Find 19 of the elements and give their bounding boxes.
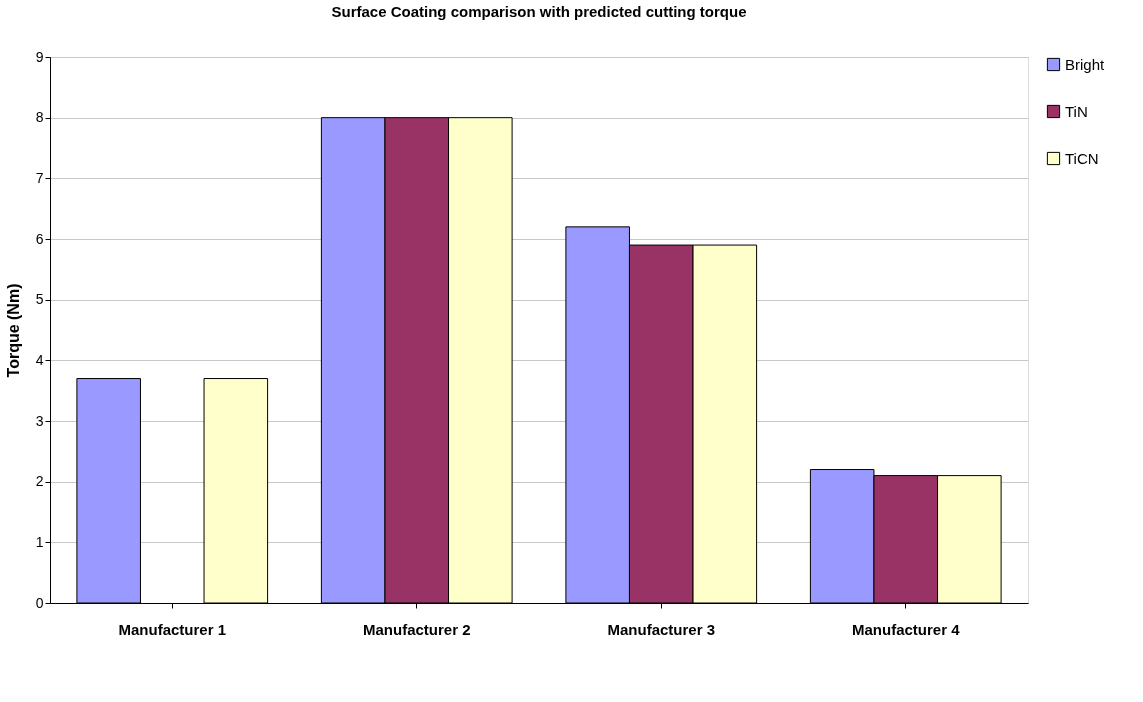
x-tick-label: Manufacturer 4 [851, 620, 961, 638]
y-tick-label: 6 [35, 230, 44, 247]
y-tick-label: 2 [35, 473, 44, 490]
legend-label: TiCN [1065, 149, 1099, 167]
y-tick-label: 3 [35, 412, 44, 429]
chart-title: Surface Coating comparison with predicted cutting torque [331, 3, 747, 20]
y-axis-title: Torque (Nm) [4, 283, 22, 378]
legend-label: Bright [1065, 55, 1106, 73]
y-tick-label: 0 [35, 594, 44, 611]
y-tick-label: 1 [35, 533, 44, 550]
legend-label: TiN [1065, 102, 1088, 120]
y-tick-label: 7 [35, 169, 44, 186]
x-tick-label: Manufacturer 2 [362, 620, 471, 638]
y-tick-label: 9 [35, 48, 44, 65]
y-tick-label: 5 [35, 291, 44, 308]
x-tick-label: Manufacturer 1 [118, 620, 227, 638]
y-tick-label: 8 [35, 109, 44, 126]
x-tick-label: Manufacturer 3 [607, 620, 716, 638]
y-tick-label: 4 [35, 351, 44, 368]
